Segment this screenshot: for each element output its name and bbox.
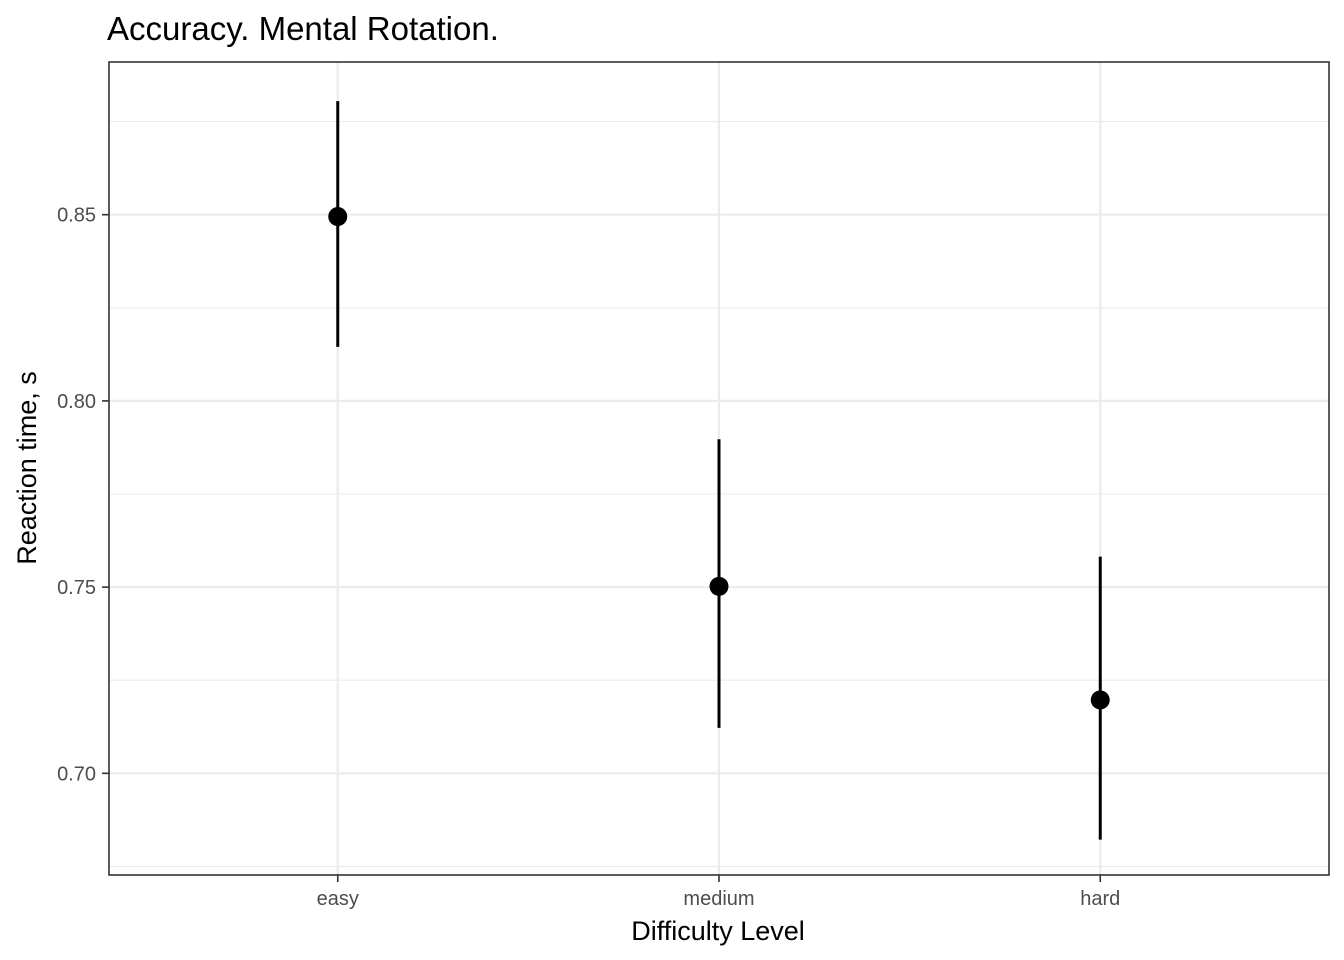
point-medium — [709, 576, 729, 596]
y-tick-label: 0.80 — [57, 391, 96, 413]
plot-panel: 0.70 0.75 0.80 0.85 easy medium hard — [57, 61, 1330, 910]
point-hard — [1090, 690, 1110, 710]
x-axis-title: Difficulty Level — [631, 916, 805, 946]
point-easy — [328, 207, 348, 227]
x-tick-label-easy: easy — [317, 888, 359, 910]
x-tick-label-medium: medium — [683, 888, 754, 910]
y-tick-label: 0.85 — [57, 205, 96, 227]
y-axis-title: Reaction time, s — [12, 371, 42, 565]
y-tick-label: 0.75 — [57, 577, 96, 599]
chart-title: Accuracy. Mental Rotation. — [107, 10, 499, 47]
x-tick-label-hard: hard — [1080, 888, 1120, 910]
y-tick-label: 0.70 — [57, 763, 96, 785]
